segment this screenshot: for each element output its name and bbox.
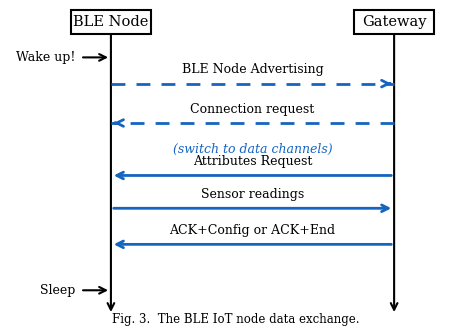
Text: BLE Node Advertising: BLE Node Advertising xyxy=(182,63,323,76)
Text: Fig. 3.  The BLE IoT node data exchange.: Fig. 3. The BLE IoT node data exchange. xyxy=(112,313,360,326)
Text: BLE Node: BLE Node xyxy=(73,15,149,29)
Text: ACK+Config or ACK+End: ACK+Config or ACK+End xyxy=(169,224,336,237)
Text: Sleep: Sleep xyxy=(40,284,76,297)
Bar xyxy=(71,10,151,34)
Text: Attributes Request: Attributes Request xyxy=(193,155,312,168)
Text: (switch to data channels): (switch to data channels) xyxy=(173,143,332,156)
Text: Sensor readings: Sensor readings xyxy=(201,188,304,201)
Bar xyxy=(354,10,434,34)
Text: Wake up!: Wake up! xyxy=(16,51,76,64)
Text: Gateway: Gateway xyxy=(362,15,426,29)
Text: Connection request: Connection request xyxy=(190,103,315,116)
